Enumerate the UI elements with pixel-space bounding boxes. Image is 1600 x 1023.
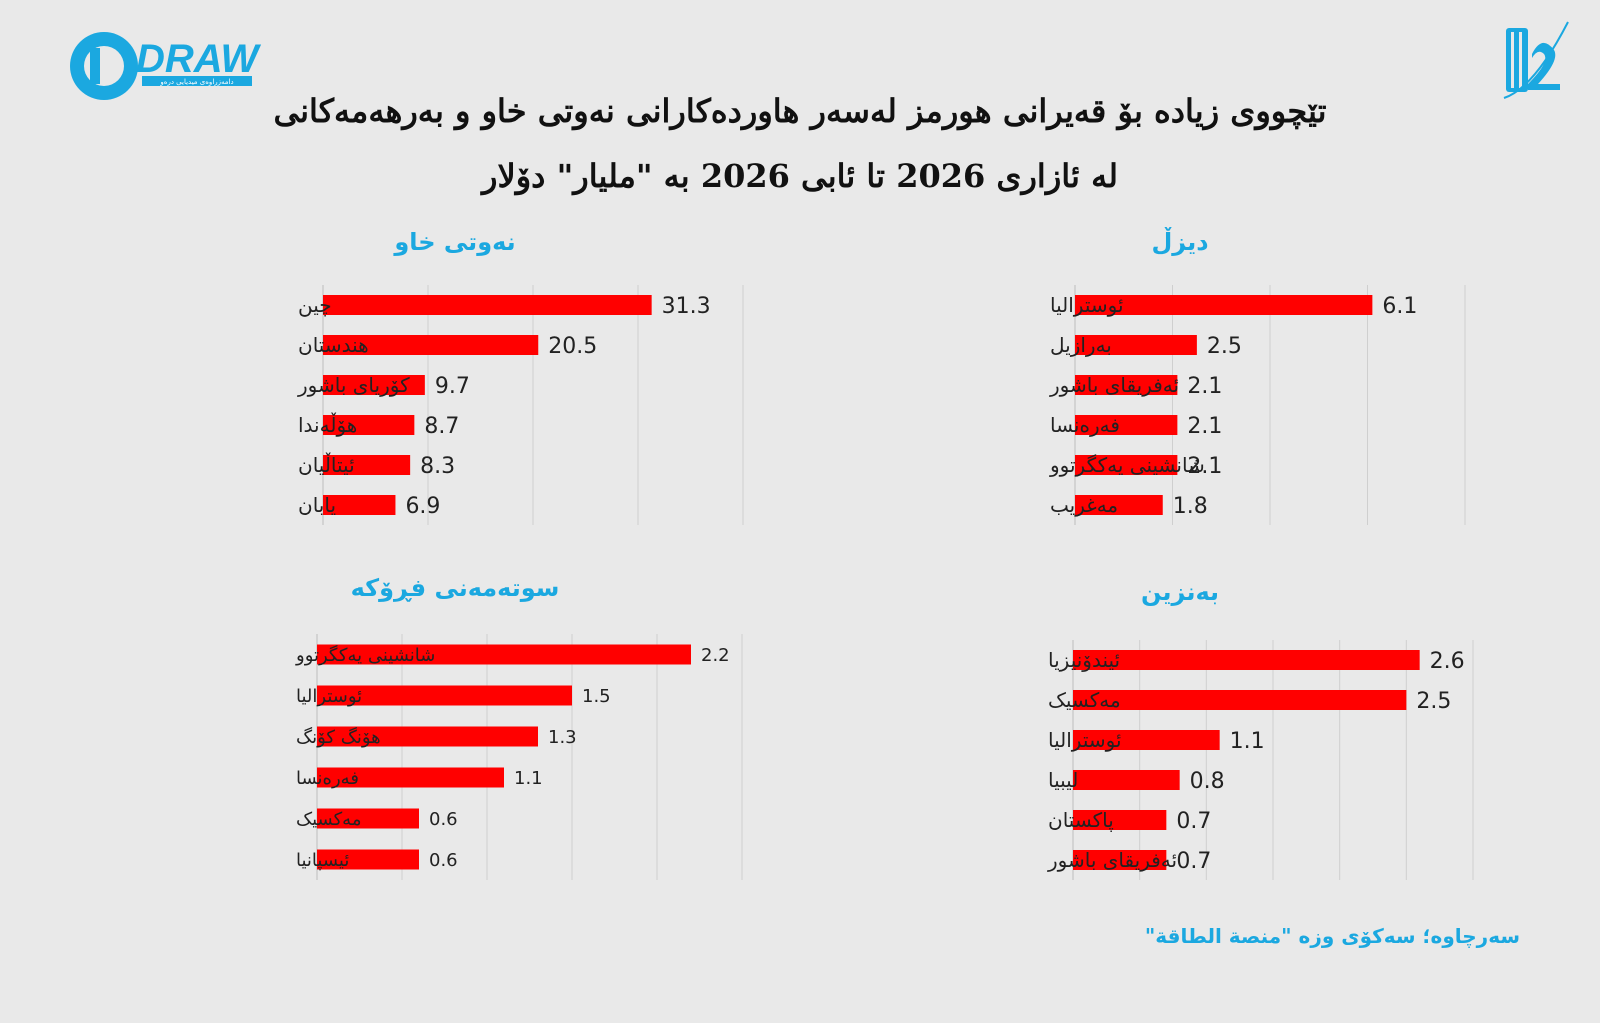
diesel-data-label: 2.1 bbox=[1187, 454, 1222, 479]
jet-fuel-category-label: هۆنگ کۆنگ bbox=[296, 726, 381, 748]
crude-oil-data-label: 8.3 bbox=[420, 454, 455, 479]
diesel-data-label: 2.5 bbox=[1207, 334, 1242, 359]
jet-fuel-data-label: 0.6 bbox=[429, 809, 458, 830]
chart-title-diesel: دیزڵ bbox=[1151, 228, 1209, 256]
diesel-category-label: فەرەنسا bbox=[1050, 413, 1120, 437]
chart-title-gasoline: بەنزین bbox=[1140, 578, 1220, 606]
diesel-bar bbox=[1075, 295, 1373, 315]
diesel-data-label: 2.1 bbox=[1187, 414, 1222, 439]
jet-fuel-data-label: 1.3 bbox=[548, 727, 577, 748]
diesel-category-label: بەرازیل bbox=[1050, 333, 1112, 357]
crude-oil-category-label: هندستان bbox=[298, 333, 369, 357]
diesel-data-label: 6.1 bbox=[1382, 294, 1417, 319]
brand-mark-icon bbox=[1503, 21, 1569, 99]
jet-fuel-category-label: مەکسیک bbox=[296, 809, 361, 830]
crude-oil-bar bbox=[323, 415, 415, 435]
diesel-category-label: مەغریب bbox=[1050, 493, 1118, 517]
gasoline-category-label: لیبیا bbox=[1048, 768, 1078, 792]
gasoline-bar bbox=[1073, 810, 1167, 830]
jet-fuel-bar bbox=[317, 685, 572, 706]
page-title-line-2: لە ئازاری 2026 تا ئابی 2026 بە "ملیار" د… bbox=[482, 157, 1118, 195]
crude-oil-bar bbox=[323, 335, 539, 355]
crude-oil-data-label: 8.7 bbox=[424, 414, 459, 439]
jet-fuel-category-label: ئوسترالیا bbox=[296, 686, 362, 707]
diesel-bar bbox=[1075, 375, 1178, 395]
jet-fuel-bar bbox=[317, 644, 691, 665]
diesel-bar bbox=[1075, 495, 1163, 515]
gasoline-data-label: 2.6 bbox=[1430, 649, 1465, 674]
diesel-bar bbox=[1075, 335, 1197, 355]
jet-fuel-data-label: 1.1 bbox=[514, 768, 543, 789]
jet-fuel-data-label: 0.6 bbox=[429, 850, 458, 871]
jet-fuel-bar bbox=[317, 849, 419, 870]
crude-oil-bar bbox=[323, 455, 411, 475]
crude-oil-category-label: هۆڵەندا bbox=[298, 412, 357, 437]
gasoline-bar bbox=[1073, 690, 1407, 710]
gasoline-bar bbox=[1073, 850, 1167, 870]
jet-fuel-data-label: 2.2 bbox=[701, 645, 730, 666]
crude-oil-data-label: 6.9 bbox=[405, 494, 440, 519]
crude-oil-category-label: چین bbox=[298, 293, 332, 317]
gasoline-data-label: 0.7 bbox=[1176, 809, 1211, 834]
diesel-data-label: 2.1 bbox=[1187, 374, 1222, 399]
chart-title-jet-fuel: سوتەمەنی فڕۆکە bbox=[350, 574, 560, 602]
gasoline-category-label: پاکستان bbox=[1048, 808, 1114, 833]
page-title-line-1: تێچووی زیادە بۆ قەیرانی هورمز لەسەر هاور… bbox=[273, 92, 1327, 130]
gasoline-data-label: 0.8 bbox=[1190, 769, 1225, 794]
source-note: سەرچاوە؛ سەکۆی وزە "منصة الطاقة" bbox=[1144, 924, 1520, 948]
crude-oil-category-label: کۆریای باشور bbox=[297, 373, 410, 397]
crude-oil-bar bbox=[323, 375, 425, 395]
jet-fuel-data-label: 1.5 bbox=[582, 686, 611, 707]
chart-title-crude-oil: نەوتی خاو bbox=[394, 228, 516, 256]
gasoline-bar bbox=[1073, 650, 1420, 670]
gasoline-category-label: ئیندۆنیزیا bbox=[1048, 648, 1120, 672]
jet-fuel-bar bbox=[317, 767, 504, 788]
diesel-category-label: ئوسترالیا bbox=[1050, 293, 1124, 317]
crude-oil-category-label: ئیتاڵیان bbox=[298, 452, 355, 477]
crude-oil-category-label: یابان bbox=[298, 493, 336, 517]
crude-oil-data-label: 9.7 bbox=[435, 374, 470, 399]
diesel-bar bbox=[1075, 415, 1178, 435]
crude-oil-bar bbox=[323, 495, 396, 515]
crude-oil-data-label: 31.3 bbox=[662, 294, 711, 319]
crude-oil-bar bbox=[323, 295, 652, 315]
crude-oil-data-label: 20.5 bbox=[548, 334, 597, 359]
jet-fuel-bar bbox=[317, 808, 419, 829]
gasoline-data-label: 2.5 bbox=[1416, 689, 1451, 714]
gasoline-bar bbox=[1073, 770, 1180, 790]
gasoline-bar bbox=[1073, 730, 1220, 750]
diesel-category-label: ئەفریقای باشور bbox=[1049, 373, 1179, 397]
diesel-bar bbox=[1075, 455, 1178, 475]
gasoline-category-label: ئەفریقای باشور bbox=[1047, 848, 1177, 872]
jet-fuel-category-label: ئیسپانیا bbox=[296, 850, 349, 871]
draw-logo: DRAW دامەزراوەی میدیایی درەو bbox=[70, 32, 261, 100]
logo-text: DRAW bbox=[136, 37, 261, 81]
diesel-data-label: 1.8 bbox=[1173, 494, 1208, 519]
gasoline-category-label: ئوسترالیا bbox=[1048, 728, 1122, 752]
jet-fuel-category-label: فەرەنسا bbox=[296, 768, 359, 789]
logo-subtext: دامەزراوەی میدیایی درەو bbox=[159, 78, 233, 86]
diesel-category-label: شانشینی یەکگرتوو bbox=[1049, 453, 1205, 477]
gasoline-data-label: 1.1 bbox=[1230, 729, 1265, 754]
gasoline-data-label: 0.7 bbox=[1176, 849, 1211, 874]
gasoline-category-label: مەکسیک bbox=[1048, 688, 1121, 712]
jet-fuel-bar bbox=[317, 726, 538, 747]
jet-fuel-category-label: شانشینی یەکگرتوو bbox=[295, 644, 435, 666]
